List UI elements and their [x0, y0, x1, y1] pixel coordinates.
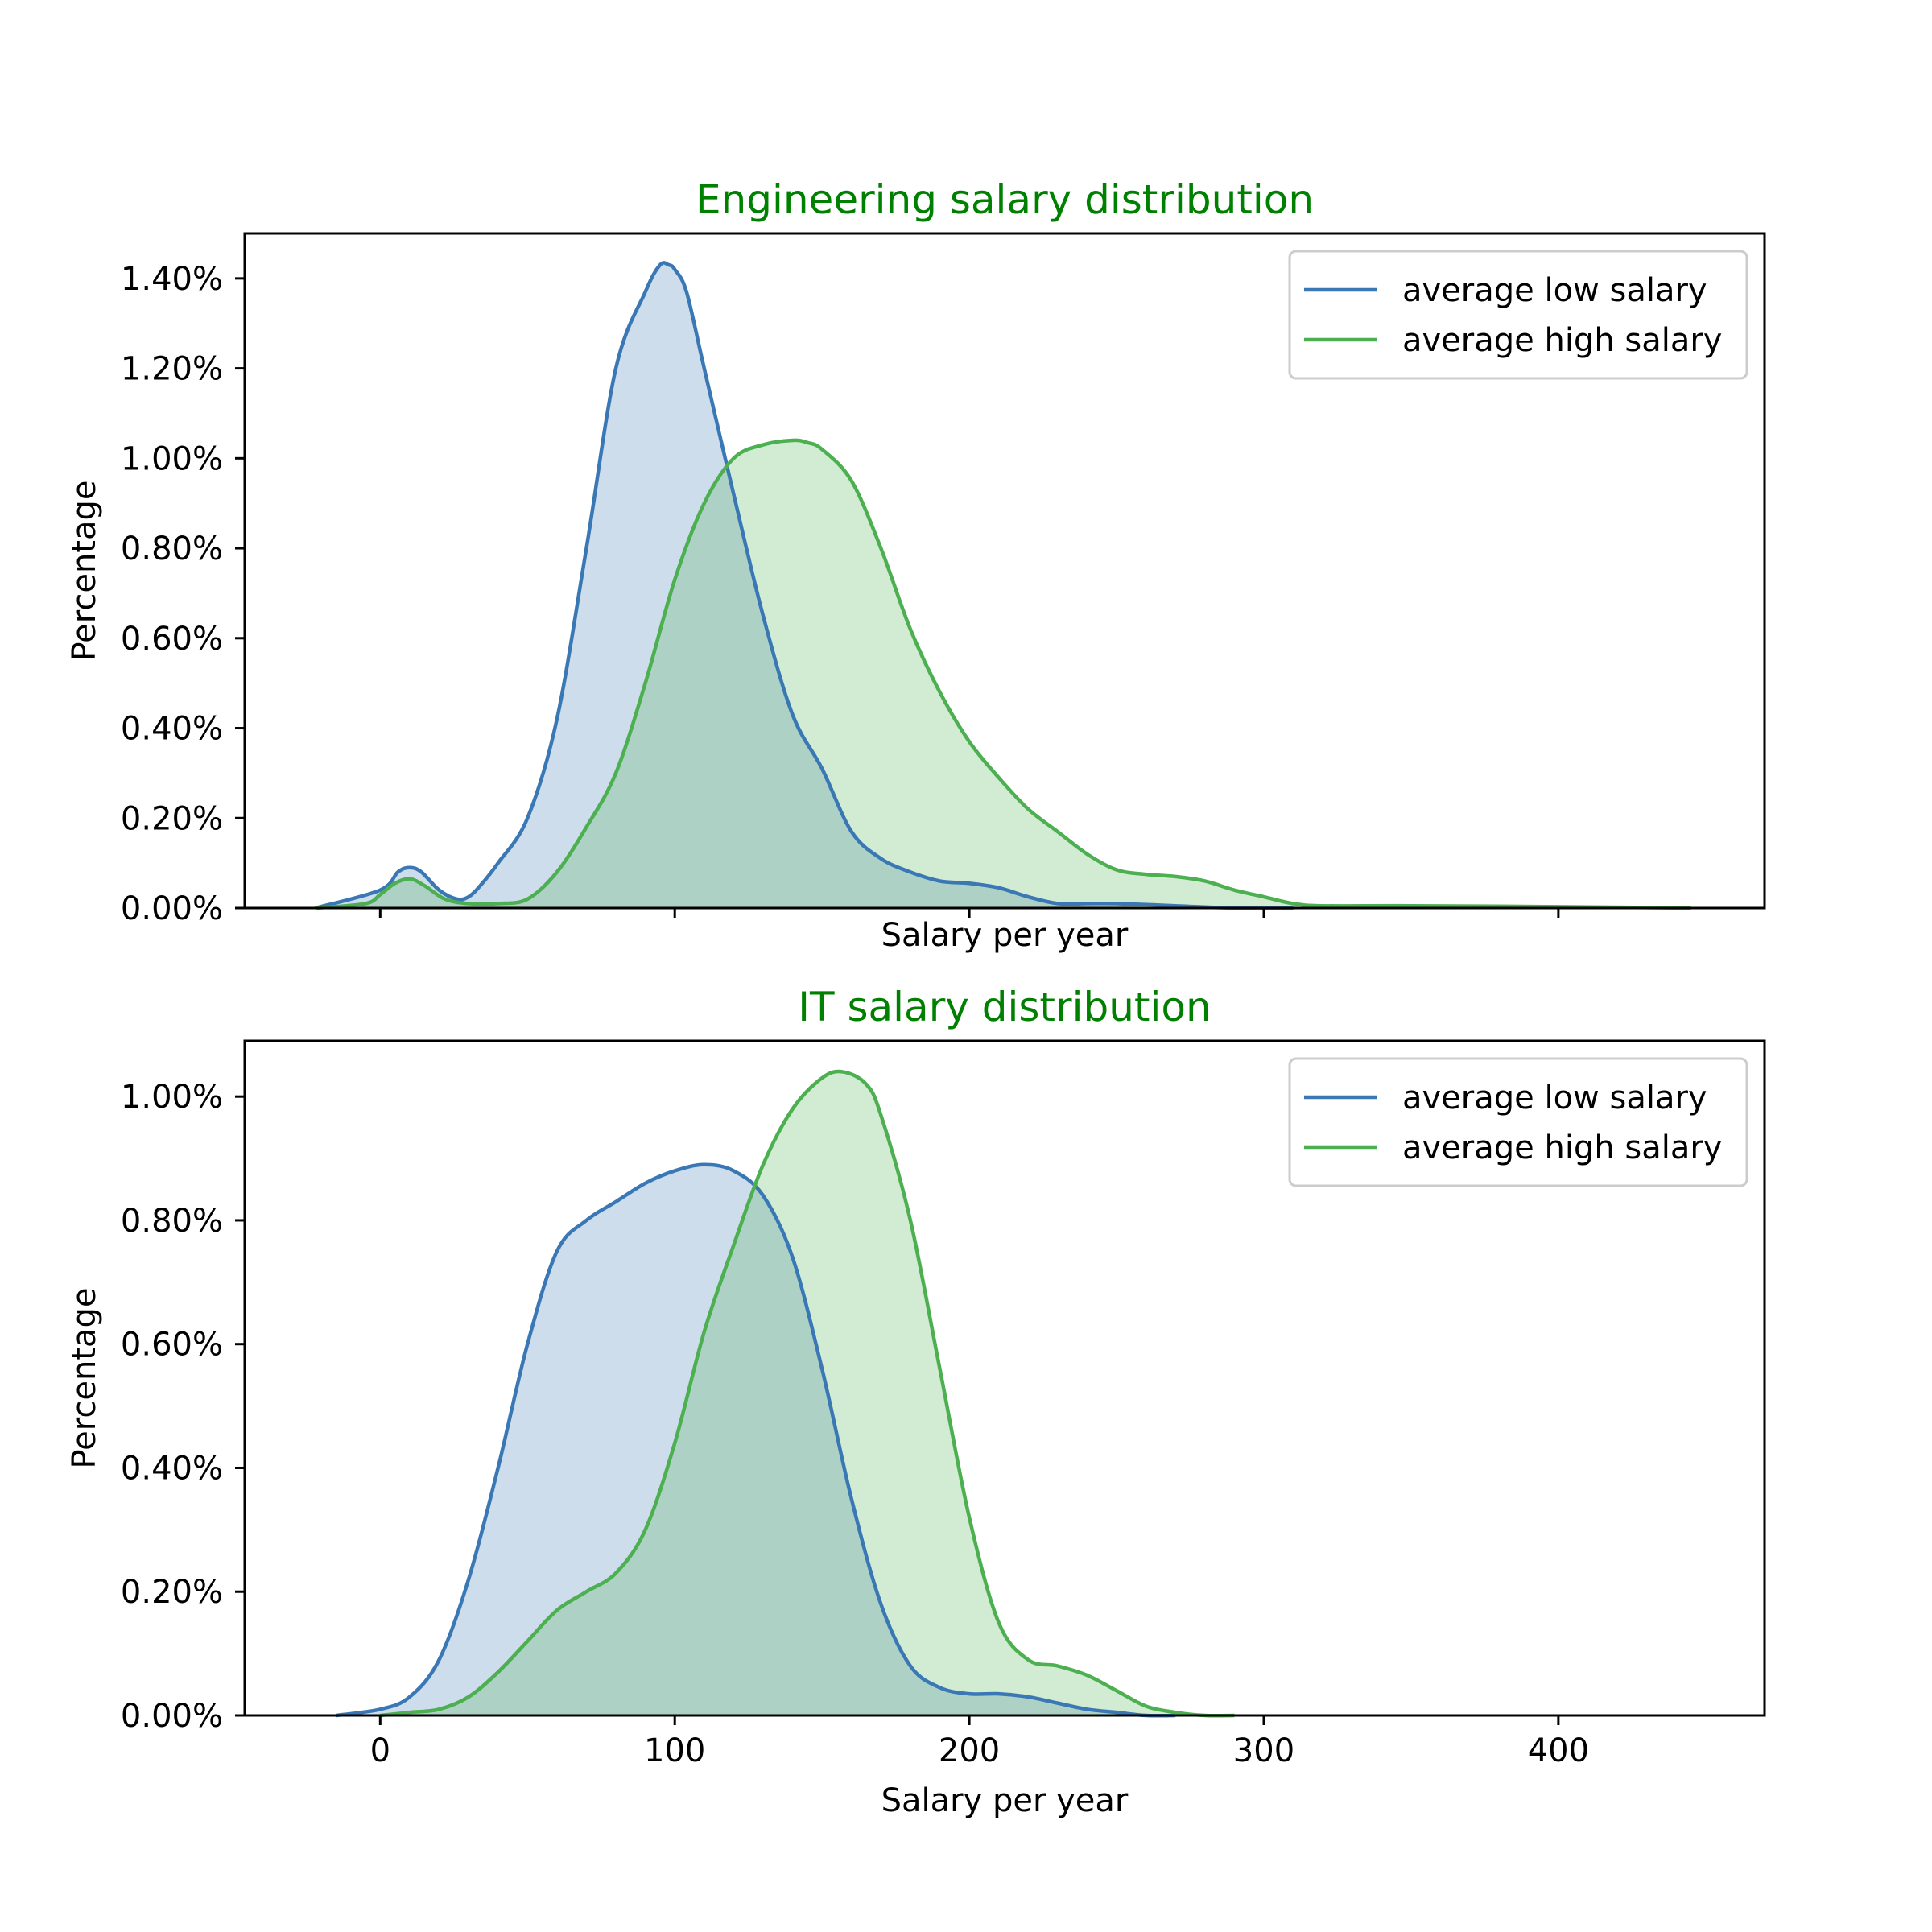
y-tick-label: 0.20% — [121, 1574, 223, 1611]
y-axis-label: Percentage — [66, 1287, 103, 1468]
series-fill-high — [315, 440, 1691, 908]
legend-label: average high salary — [1402, 1129, 1722, 1166]
y-tick-label: 0.60% — [121, 1327, 223, 1364]
y-tick-label: 0.80% — [121, 530, 223, 568]
y-tick-label: 0.40% — [121, 1450, 223, 1487]
y-tick-label: 0.00% — [121, 1698, 223, 1735]
y-tick-label: 1.20% — [121, 351, 223, 388]
x-tick-label: 0 — [370, 1732, 390, 1769]
series-line-high — [315, 438, 1691, 910]
legend-box — [1288, 1057, 1748, 1187]
plot-area — [315, 261, 1691, 910]
series-fill-low — [336, 1164, 1176, 1716]
x-axis-label: Salary per year — [881, 917, 1129, 954]
legend: average low salary average high salary — [1288, 1057, 1748, 1187]
series-fill-low — [315, 262, 1294, 909]
legend-label: average high salary — [1402, 322, 1722, 359]
legend: average low salary average high salary — [1288, 250, 1748, 380]
y-tick-label: 0.60% — [121, 621, 223, 658]
series-line-low — [315, 261, 1294, 910]
axes-frame — [243, 232, 1766, 910]
x-tick-label: 300 — [1233, 1732, 1294, 1769]
legend-box — [1288, 250, 1748, 380]
it-chart: IT salary distribution 0 100 200 300 400 0.00%… — [66, 984, 1766, 1819]
y-tick-label: 1.00% — [121, 1079, 223, 1116]
y-tick-label: 0.80% — [121, 1203, 223, 1240]
y-tick-label: 1.00% — [121, 440, 223, 477]
y-tick-label: 1.40% — [121, 261, 223, 298]
x-tick-label: 400 — [1528, 1732, 1589, 1769]
x-tick-label: 100 — [644, 1732, 705, 1769]
y-axis-label: Percentage — [66, 480, 103, 661]
legend-label: average low salary — [1402, 272, 1707, 309]
legend-label: average low salary — [1402, 1080, 1707, 1117]
axes-frame — [243, 1039, 1766, 1717]
chart-title: IT salary distribution — [798, 984, 1211, 1030]
x-axis-label: Salary per year — [881, 1782, 1129, 1819]
chart-title: Engineering salary distribution — [696, 176, 1314, 223]
series-fill-high — [380, 1071, 1235, 1716]
plot-area — [336, 1069, 1235, 1718]
x-tick-label: 200 — [939, 1732, 1000, 1769]
y-tick-label: 0.40% — [121, 711, 223, 748]
series-line-low — [336, 1162, 1176, 1718]
series-line-high — [380, 1069, 1235, 1718]
engineering-chart: Engineering salary distribution 0.00% 0.20… — [66, 176, 1766, 954]
y-tick-label: 0.20% — [121, 800, 223, 837]
y-tick-label: 0.00% — [121, 890, 223, 927]
